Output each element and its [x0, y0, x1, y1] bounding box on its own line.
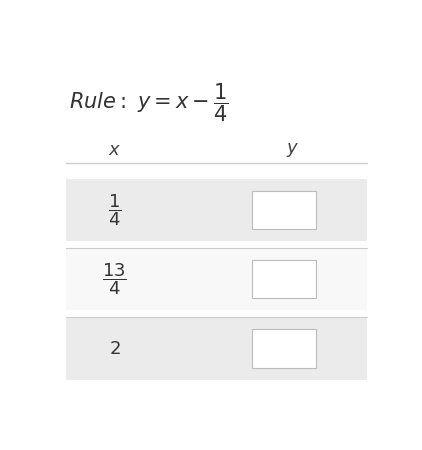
Text: $\mathit{y}$: $\mathit{y}$: [287, 141, 300, 159]
Text: $\dfrac{1}{4}$: $\dfrac{1}{4}$: [108, 192, 122, 228]
FancyBboxPatch shape: [66, 317, 367, 380]
FancyBboxPatch shape: [252, 191, 316, 229]
Text: $2$: $2$: [109, 339, 121, 357]
FancyBboxPatch shape: [66, 248, 367, 310]
FancyBboxPatch shape: [66, 179, 367, 241]
Text: $\dfrac{13}{4}$: $\dfrac{13}{4}$: [103, 261, 127, 297]
Text: $\mathit{Rule:}\ \mathit{y} = \mathit{x} - \dfrac{1}{4}$: $\mathit{Rule:}\ \mathit{y} = \mathit{x}…: [69, 82, 229, 124]
FancyBboxPatch shape: [252, 329, 316, 368]
Text: $\mathit{x}$: $\mathit{x}$: [108, 141, 122, 159]
FancyBboxPatch shape: [252, 260, 316, 298]
